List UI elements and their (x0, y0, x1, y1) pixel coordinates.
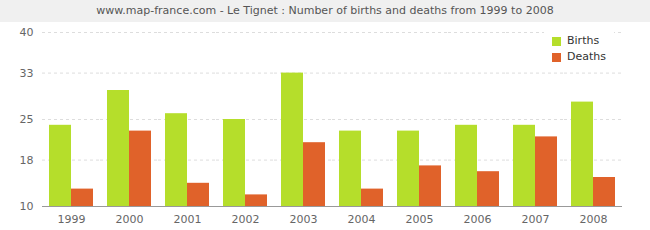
svg-text:2004: 2004 (348, 213, 376, 226)
svg-text:2008: 2008 (580, 213, 608, 226)
svg-text:2000: 2000 (116, 213, 144, 226)
svg-text:2007: 2007 (522, 213, 550, 226)
svg-text:25: 25 (20, 113, 34, 126)
svg-text:2005: 2005 (406, 213, 434, 226)
svg-text:2003: 2003 (290, 213, 318, 226)
svg-text:2002: 2002 (232, 213, 260, 226)
svg-text:10: 10 (20, 200, 34, 213)
html-text:Births: Births (567, 34, 600, 47)
html-text:Deaths: Deaths (567, 50, 606, 63)
svg-text:2001: 2001 (174, 213, 202, 226)
svg-text:33: 33 (20, 67, 34, 80)
html-text:www.map-france.com - Le Tignet: www.map-france.com - Le Tignet : Number … (96, 4, 554, 17)
svg-text:18: 18 (20, 154, 34, 167)
svg-text:1999: 1999 (58, 213, 86, 226)
svg-text:2006: 2006 (464, 213, 492, 226)
svg-text:40: 40 (20, 26, 34, 39)
